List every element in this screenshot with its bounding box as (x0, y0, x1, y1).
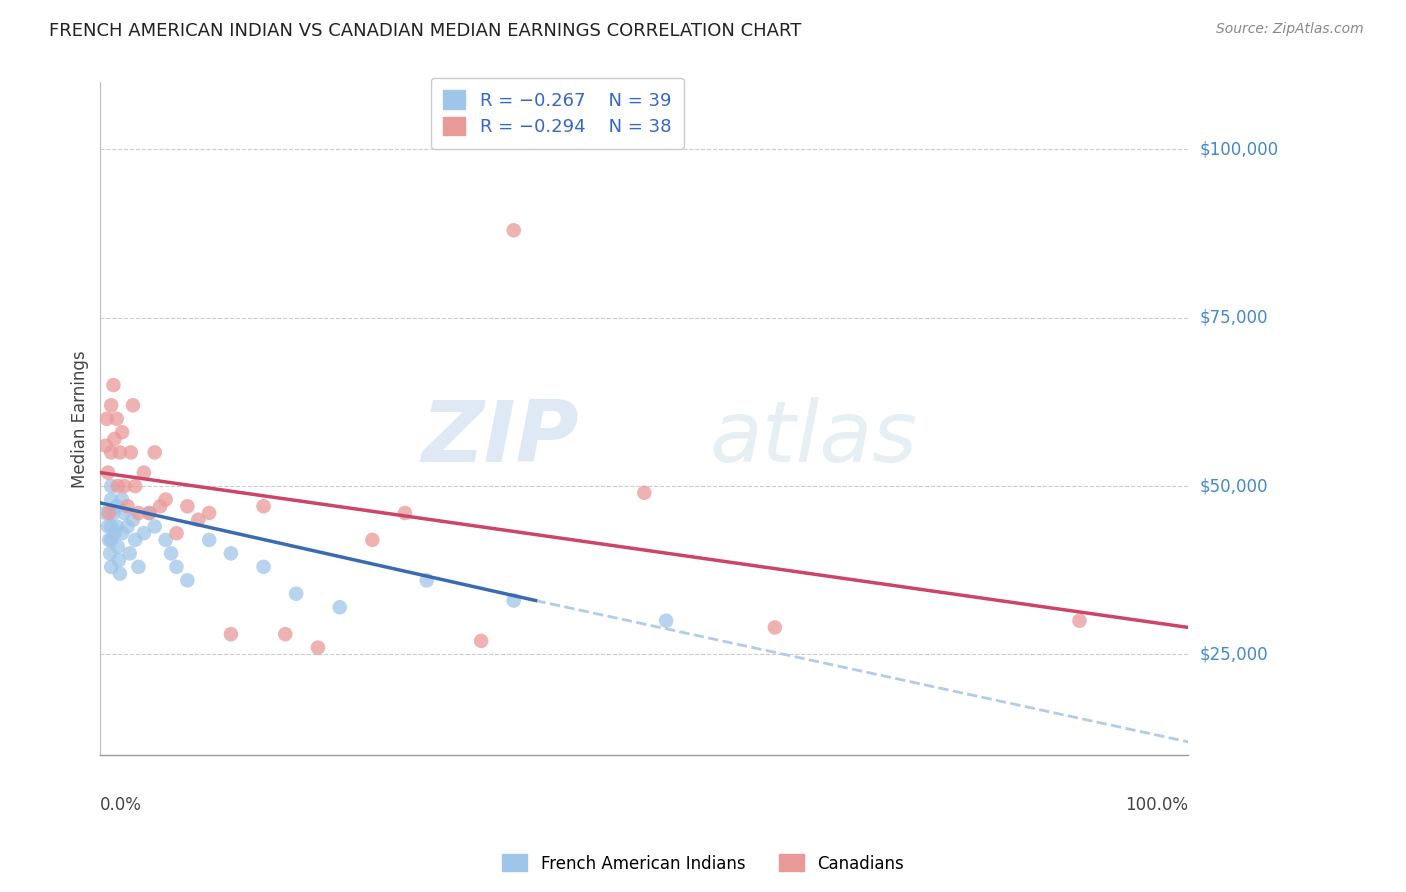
Point (155, 533, 177, 547)
Point (155, 492, 177, 507)
Text: atlas: atlas (710, 398, 918, 481)
Text: Source: ZipAtlas.com: Source: ZipAtlas.com (1216, 22, 1364, 37)
Point (100, 519, 122, 533)
Point (100, 479, 122, 493)
Y-axis label: Median Earnings: Median Earnings (72, 350, 89, 488)
Point (138, 506, 160, 520)
Point (166, 559, 188, 574)
Text: $75,000: $75,000 (1199, 309, 1268, 326)
Point (108, 445, 131, 459)
Point (166, 526, 188, 541)
Point (122, 513, 145, 527)
Point (94, 506, 117, 520)
Point (105, 411, 128, 425)
Point (127, 559, 149, 574)
Point (252, 500, 274, 514)
Point (98, 546, 121, 560)
Point (132, 466, 155, 480)
Text: $100,000: $100,000 (1199, 140, 1278, 159)
Point (219, 546, 242, 560)
Point (108, 566, 131, 581)
Point (176, 500, 198, 514)
Point (285, 587, 308, 601)
Text: 0.0%: 0.0% (100, 796, 142, 814)
Point (111, 425, 134, 440)
Point (122, 398, 145, 412)
Point (100, 445, 122, 459)
Text: FRENCH AMERICAN INDIAN VS CANADIAN MEDIAN EARNINGS CORRELATION CHART: FRENCH AMERICAN INDIAN VS CANADIAN MEDIA… (49, 22, 801, 40)
Legend: R = −0.267    N = 39, R = −0.294    N = 38: R = −0.267 N = 39, R = −0.294 N = 38 (430, 78, 683, 149)
Point (107, 479, 129, 493)
Point (96, 411, 118, 425)
Point (105, 500, 128, 514)
Point (103, 506, 125, 520)
Point (307, 640, 329, 655)
Text: $50,000: $50,000 (1199, 477, 1268, 495)
Point (97, 519, 120, 533)
Point (100, 559, 122, 574)
Text: ZIP: ZIP (422, 398, 579, 481)
Point (124, 533, 146, 547)
Point (100, 492, 122, 507)
Point (98, 533, 121, 547)
Point (117, 500, 139, 514)
Point (176, 574, 198, 588)
Point (252, 559, 274, 574)
Point (394, 506, 416, 520)
Point (111, 526, 134, 541)
Point (107, 540, 129, 554)
Point (1069, 614, 1091, 628)
Legend: French American Indians, Canadians: French American Indians, Canadians (496, 847, 910, 880)
Point (274, 627, 297, 641)
Point (117, 519, 139, 533)
Point (98, 506, 121, 520)
Point (103, 378, 125, 392)
Point (120, 445, 142, 459)
Point (655, 614, 678, 628)
Point (100, 533, 122, 547)
Point (143, 519, 166, 533)
Point (198, 506, 221, 520)
Point (361, 533, 384, 547)
Point (160, 546, 183, 560)
Point (103, 526, 125, 541)
Point (97, 466, 120, 480)
Point (103, 432, 125, 446)
Point (198, 533, 221, 547)
Point (138, 506, 160, 520)
Point (143, 445, 166, 459)
Point (112, 506, 135, 520)
Point (94, 439, 117, 453)
Point (149, 500, 172, 514)
Point (132, 526, 155, 541)
Point (502, 223, 524, 237)
Point (633, 485, 655, 500)
Point (470, 634, 492, 648)
Point (100, 398, 122, 412)
Point (124, 479, 146, 493)
Point (111, 492, 134, 507)
Point (127, 506, 149, 520)
Point (112, 479, 135, 493)
Point (329, 600, 352, 615)
Point (187, 513, 209, 527)
Point (118, 546, 141, 560)
Point (763, 620, 786, 634)
Point (108, 553, 131, 567)
Point (502, 593, 524, 607)
Text: 100.0%: 100.0% (1125, 796, 1188, 814)
Point (219, 627, 242, 641)
Point (416, 574, 439, 588)
Text: $25,000: $25,000 (1199, 646, 1268, 664)
Point (105, 519, 128, 533)
